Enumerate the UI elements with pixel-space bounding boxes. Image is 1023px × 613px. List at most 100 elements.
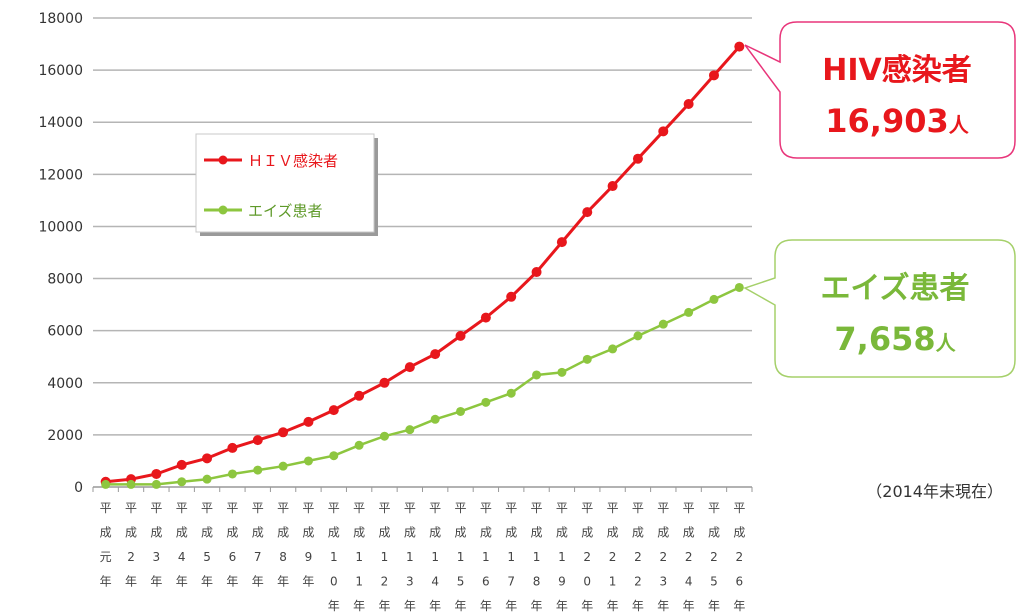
data-point [202, 474, 212, 484]
data-point [176, 459, 187, 470]
x-tick-char: 1 [482, 550, 490, 564]
x-tick-char: 1 [533, 550, 541, 564]
x-tick-label: 平成 2 2 年 [632, 501, 644, 613]
x-tick-char: 5 [457, 575, 465, 589]
x-tick-char: 年 [378, 599, 390, 613]
x-tick-char: 0 [583, 575, 591, 589]
x-tick-label: 平成 3 年 [150, 501, 162, 589]
data-point [734, 41, 745, 52]
x-tick-char: 9 [305, 550, 313, 564]
x-tick-char: 4 [178, 550, 186, 564]
x-tick-label: 平成 1 2 年 [378, 501, 390, 613]
x-tick-char: 成 [733, 526, 745, 540]
data-point [303, 416, 314, 427]
x-tick-char: 成 [277, 526, 289, 540]
callout-aids-name: エイズ患者 [820, 271, 969, 306]
data-point [404, 362, 415, 373]
legend-label-aids: エイズ患者 [248, 202, 323, 220]
x-tick-label: 平成 1 8 年 [531, 501, 543, 613]
x-tick-char: 3 [153, 550, 161, 564]
x-tick-char: 平 [353, 501, 365, 515]
x-tick-char: 年 [302, 575, 314, 589]
x-tick-label: 平成 1 0 年 [328, 501, 340, 613]
y-tick-label: 12000 [38, 167, 83, 183]
callout-aids-bubble [743, 239, 1016, 378]
y-tick-label: 14000 [38, 115, 83, 131]
x-tick-char: 2 [710, 550, 718, 564]
data-point [405, 425, 415, 435]
x-tick-char: 平 [226, 501, 238, 515]
data-point [252, 435, 263, 446]
data-point [658, 126, 669, 137]
x-tick-char: 7 [507, 575, 515, 589]
x-tick-char: 成 [581, 526, 593, 540]
data-point [329, 451, 339, 461]
data-point [430, 414, 440, 424]
x-tick-label: 平成 2 6 年 [733, 501, 745, 613]
y-tick-label: 8000 [47, 272, 83, 288]
data-point [734, 282, 744, 292]
data-point [532, 370, 542, 380]
callout-hiv-number: 16,903 [825, 102, 948, 140]
x-tick-char: 7 [254, 550, 262, 564]
callout-aids-value: 7,658人 [834, 320, 956, 358]
callout-hiv: HIV感染者 16,903人 [744, 21, 1016, 159]
x-tick-char: 1 [355, 575, 363, 589]
callout-hiv-value: 16,903人 [825, 102, 969, 140]
y-tick-label: 16000 [38, 63, 83, 79]
data-point [354, 440, 364, 450]
x-tick-char: 2 [685, 550, 693, 564]
x-tick-char: 1 [406, 550, 414, 564]
x-tick-char: 成 [607, 526, 619, 540]
x-tick-char: 1 [355, 550, 363, 564]
x-tick-char: 平 [176, 501, 188, 515]
y-tick-label: 6000 [47, 324, 83, 340]
data-point [303, 456, 313, 466]
x-tick-char: 2 [609, 550, 617, 564]
data-point [608, 344, 618, 354]
data-point [481, 397, 491, 407]
x-tick-char: 成 [505, 526, 517, 540]
x-tick-label: 平成 2 1 年 [607, 501, 619, 613]
x-tick-label: 平成 5 年 [201, 501, 213, 589]
x-tick-char: 年 [683, 599, 695, 613]
x-tick-char: 成 [480, 526, 492, 540]
x-tick-char: 年 [531, 599, 543, 613]
legend-box [195, 133, 375, 233]
data-point [202, 453, 213, 464]
x-tick-char: 1 [330, 550, 338, 564]
x-tick-char: 4 [685, 575, 693, 589]
x-tick-char: 平 [708, 501, 720, 515]
x-tick-char: 2 [736, 550, 744, 564]
x-tick-label: 平成 1 1 年 [353, 501, 365, 613]
data-point [278, 427, 289, 438]
x-tick-char: 年 [480, 599, 492, 613]
x-tick-char: 8 [533, 575, 541, 589]
x-tick-char: 平 [302, 501, 314, 515]
x-tick-char: 8 [279, 550, 287, 564]
x-tick-label: 平成 2 0 年 [581, 501, 593, 613]
x-tick-label: 平成 6 年 [226, 501, 238, 589]
x-tick-char: 2 [381, 575, 389, 589]
data-point [379, 431, 389, 441]
x-tick-char: 年 [226, 575, 238, 589]
y-tick-label: 0 [74, 480, 83, 496]
data-point [709, 294, 719, 304]
data-point [582, 354, 592, 364]
data-point [328, 405, 339, 416]
data-point [506, 291, 517, 302]
data-point [658, 319, 668, 329]
data-point [278, 461, 288, 471]
x-tick-label: 平成 1 4 年 [429, 501, 441, 613]
x-tick-char: 成 [252, 526, 264, 540]
x-tick-char: 年 [632, 599, 644, 613]
x-tick-label: 平成 2 4 年 [683, 501, 695, 613]
x-tick-char: 0 [330, 575, 338, 589]
x-tick-char: 年 [429, 599, 441, 613]
x-tick-char: 成 [683, 526, 695, 540]
x-tick-char: 3 [659, 575, 667, 589]
data-point [632, 153, 643, 164]
y-tick-label: 4000 [47, 376, 83, 392]
